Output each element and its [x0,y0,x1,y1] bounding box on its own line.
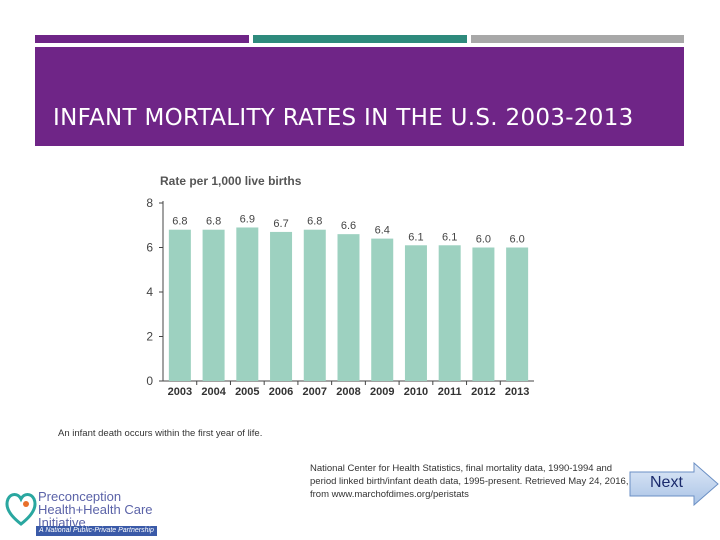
y-tick-label: 0 [146,374,153,388]
next-arrow-icon [629,462,719,506]
y-tick-label: 6 [146,241,153,255]
slide-title: INFANT MORTALITY RATES IN THE U.S. 2003-… [53,105,634,131]
data-label: 6.9 [240,213,255,225]
infant-mortality-chart: Rate per 1,000 live births 0 2 4 6 8 6.8 2003 6.… [146,174,534,398]
bar [303,229,326,381]
y-tick-label: 8 [146,196,153,210]
logo-line-1: Preconception [38,489,122,504]
preconception-logo: Preconception Health+Health Care Initiat… [4,488,194,538]
data-label: 6.8 [172,216,187,228]
bar [438,245,461,381]
accent-bar-gray [471,35,684,43]
data-label: 6.4 [375,225,390,237]
bar [202,229,225,381]
x-tick-label: 2013 [505,386,529,398]
bar [371,238,394,381]
data-label: 6.6 [341,220,356,232]
bar [236,227,259,381]
bar [270,231,293,381]
bar [506,247,529,381]
x-tick-label: 2011 [438,386,462,398]
chart-title: Rate per 1,000 live births [160,174,302,188]
source-citation: National Center for Health Statistics, f… [310,463,629,500]
x-tick-label: 2009 [370,386,394,398]
next-label: Next [650,474,683,491]
x-tick-label: 2010 [404,386,428,398]
bar [472,247,495,381]
data-label: 6.7 [273,218,288,230]
bar [337,234,360,381]
x-tick-label: 2003 [168,386,192,398]
logo-line-2: Health+Health Care Initiative [38,502,153,530]
data-label: 6.0 [476,234,491,246]
bar [404,245,427,381]
bar [168,229,191,381]
x-tick-label: 2012 [471,386,495,398]
caption: An infant death occurs within the first … [58,428,263,439]
data-label: 6.8 [307,216,322,228]
x-tick-label: 2005 [235,386,259,398]
data-label: 6.1 [442,231,457,243]
title-banner: INFANT MORTALITY RATES IN THE U.S. 2003-… [35,47,684,146]
y-tick-label: 4 [146,285,153,299]
accent-bar-teal [253,35,467,43]
x-tick-label: 2004 [201,386,226,398]
heart-logo-icon [5,493,37,526]
logo-tagline: A National Public-Private Partnership [36,526,157,536]
next-button[interactable]: Next [628,462,720,506]
data-label: 6.8 [206,216,221,228]
x-tick-label: 2007 [303,386,327,398]
x-tick-label: 2006 [269,386,293,398]
x-tick-label: 2008 [336,386,360,398]
data-label: 6.0 [509,234,524,246]
accent-bar-purple [35,35,249,43]
y-tick-label: 2 [146,330,153,344]
data-label: 6.1 [408,231,423,243]
